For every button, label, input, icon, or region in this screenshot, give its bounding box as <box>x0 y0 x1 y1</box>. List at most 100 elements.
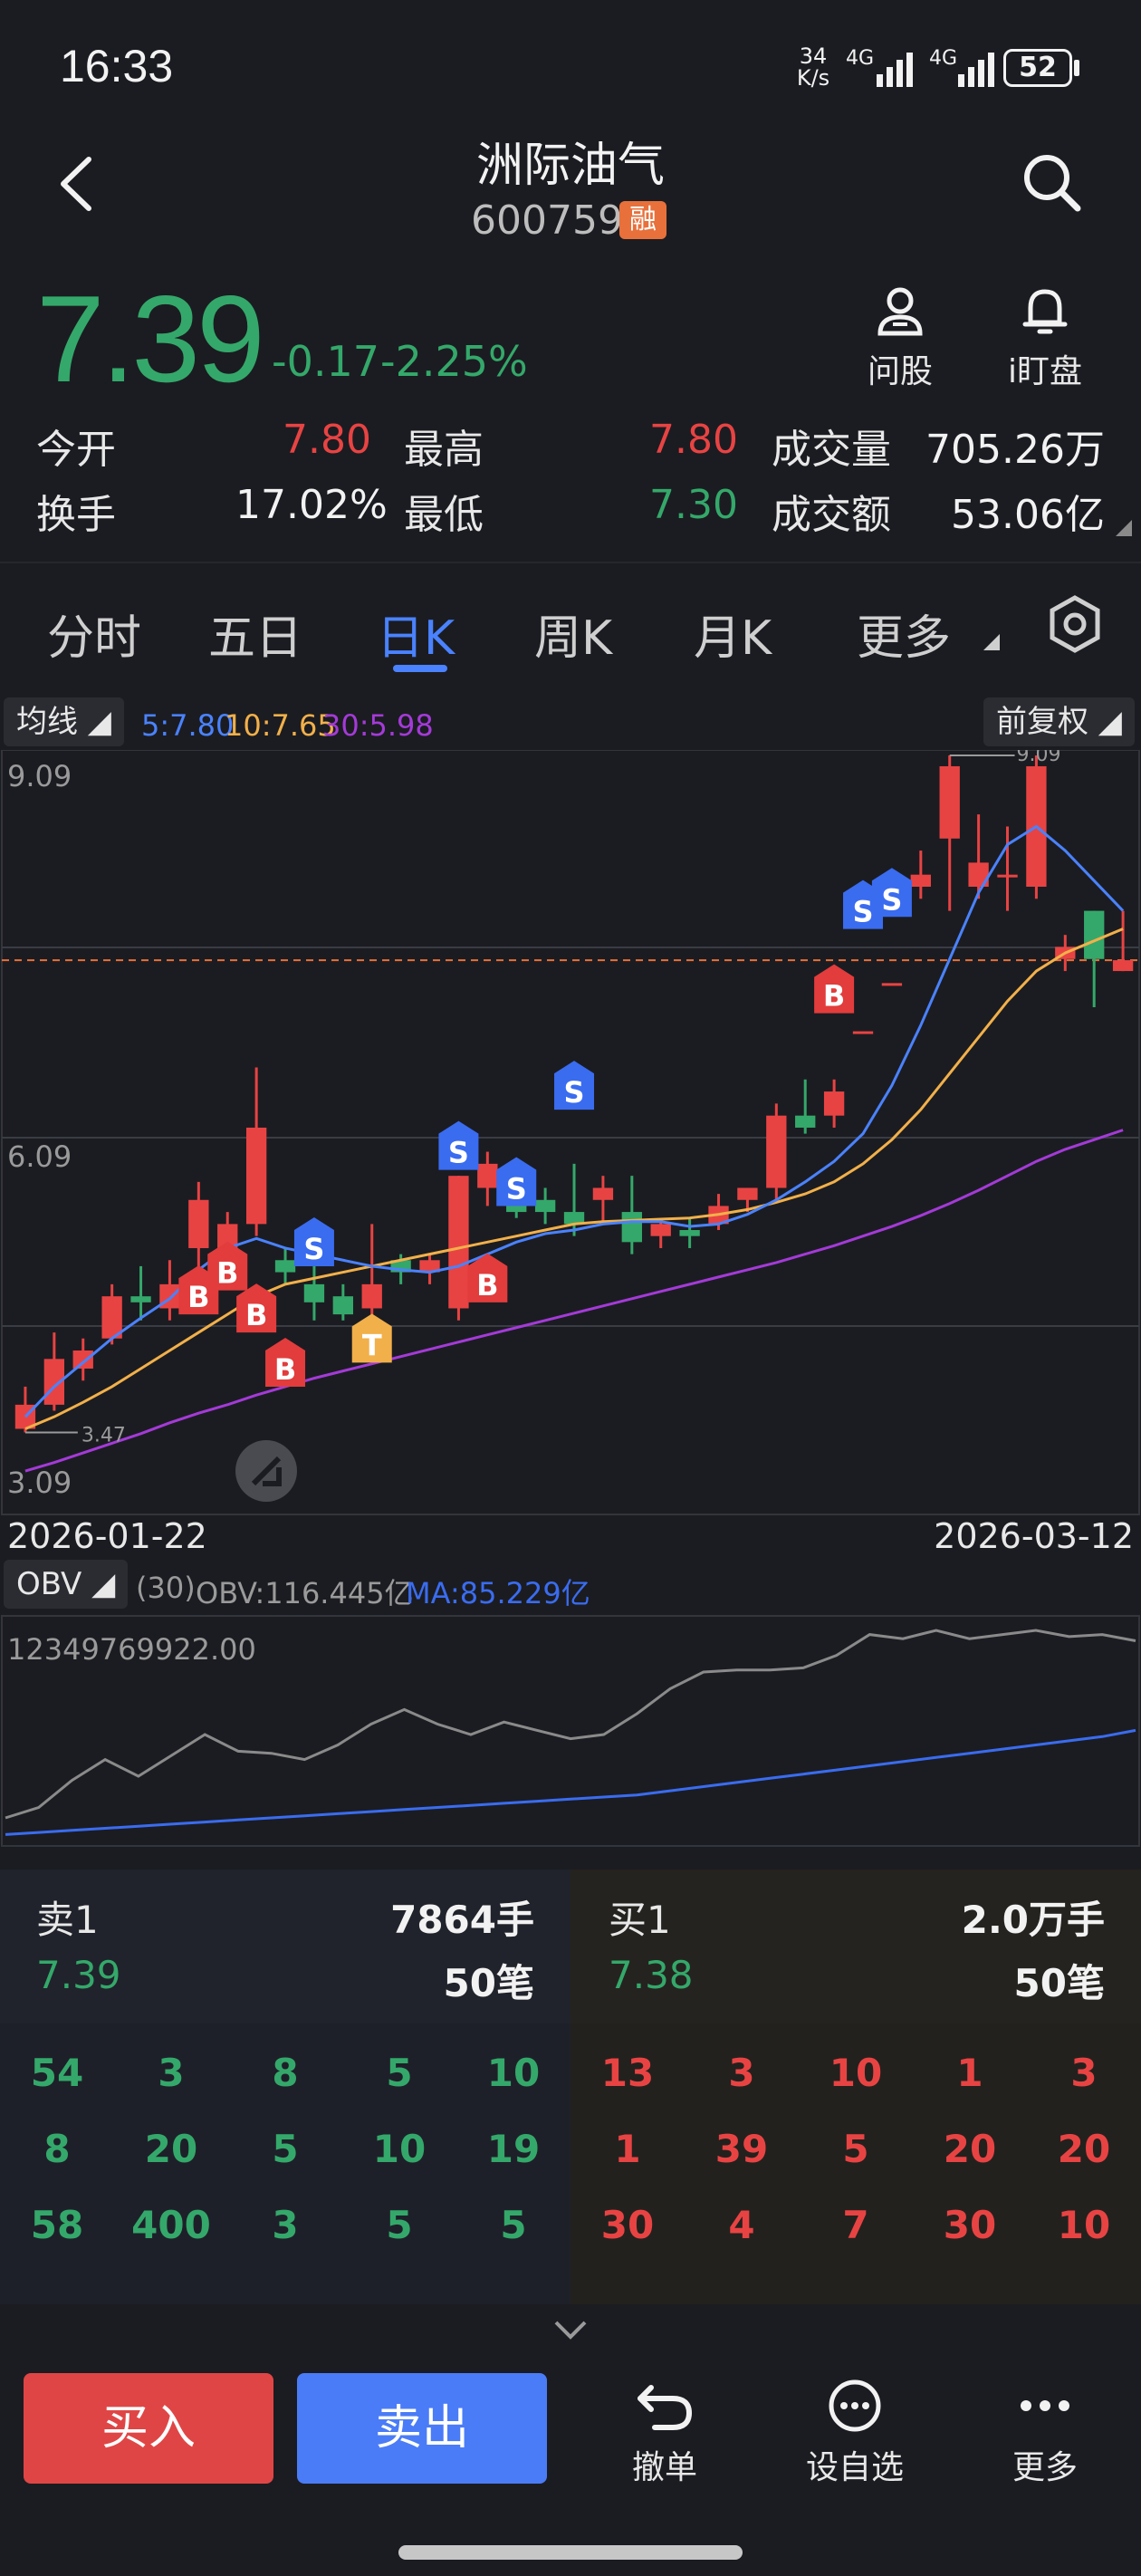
tab-more[interactable]: 更多 <box>857 611 952 666</box>
order-cell: 39 <box>714 2127 769 2171</box>
signal-letter: B <box>823 979 845 1014</box>
candle-body <box>795 1115 816 1128</box>
buy-orders-grid: 13 3 10 1 3 1 39 5 20 20 30 4 7 30 10 <box>570 2023 1141 2304</box>
buy-1-volume: 2.0万手 <box>961 1898 1105 1942</box>
expand-corner-icon[interactable] <box>1116 520 1132 536</box>
candle-body <box>245 1127 267 1225</box>
sell-button[interactable]: 卖出 <box>297 2373 547 2484</box>
tab-monthly-k[interactable]: 月K <box>694 611 772 666</box>
order-cell: 3 <box>272 2203 299 2247</box>
order-cell: 3 <box>728 2051 755 2095</box>
add-watchlist-button[interactable]: 设自选 <box>782 2379 927 2488</box>
chevron-down-icon[interactable] <box>552 2319 589 2341</box>
search-icon[interactable] <box>1020 150 1083 214</box>
signal-b-marker: B <box>467 1253 508 1302</box>
signal-bars-icon <box>877 53 913 87</box>
buy-button[interactable]: 买入 <box>24 2373 273 2484</box>
obv-legend: OBV ◢ (30) OBV:116.445亿 MA:85.229亿 <box>0 1560 1141 1614</box>
candle-body <box>274 1260 296 1273</box>
signal-label-1: 4G <box>846 47 875 70</box>
more-button[interactable]: 更多 <box>973 2379 1117 2488</box>
candle-body <box>534 1199 556 1213</box>
cancel-order-button[interactable]: 撤单 <box>592 2379 737 2488</box>
order-cell: 30 <box>943 2203 997 2247</box>
tab-weekly-k[interactable]: 周K <box>534 611 613 666</box>
order-cell: 1 <box>956 2051 983 2095</box>
signal-letter: S <box>881 882 902 917</box>
obv-frame <box>1 1615 1140 1847</box>
candle-body <box>101 1296 122 1339</box>
signal-s-marker: S <box>438 1120 479 1170</box>
signal-shape <box>207 1241 248 1291</box>
draw-tool-icon <box>251 1456 282 1486</box>
battery-icon: 52 <box>1003 49 1072 87</box>
home-indicator[interactable] <box>398 2545 743 2560</box>
chart-frame <box>1 750 1140 1515</box>
order-cell: 5 <box>386 2051 413 2095</box>
order-cell: 5 <box>500 2203 527 2247</box>
candle-body <box>881 983 903 986</box>
order-cell: 54 <box>30 2051 84 2095</box>
obv-chart: 12349769922.00 <box>1 1615 1140 1847</box>
indicator-selector[interactable]: 均线 ◢ <box>4 697 124 746</box>
sell-1-price: 7.39 <box>36 1953 121 1997</box>
signal-shape <box>351 1313 392 1363</box>
candle-body <box>621 1212 642 1243</box>
adjust-selector[interactable]: 前复权 ◢ <box>983 697 1135 746</box>
tab-intraday[interactable]: 分时 <box>47 611 142 666</box>
stat-label: 最高 <box>404 427 484 473</box>
ask-stock-button[interactable]: 问股 <box>846 283 954 392</box>
signal-letter: B <box>216 1256 238 1291</box>
candle-body <box>968 862 989 887</box>
order-cell: 5 <box>386 2203 413 2247</box>
candle-body <box>303 1283 325 1302</box>
candle-body <box>1112 960 1134 972</box>
signal-bars-icon-2 <box>958 53 994 87</box>
order-cell: 8 <box>272 2051 299 2095</box>
obv-ma-line <box>5 1728 1136 1836</box>
signal-letter: B <box>245 1298 267 1332</box>
low-marker: 3.47 <box>82 1424 126 1447</box>
order-cell: 10 <box>1057 2203 1111 2247</box>
obv-period: (30) <box>136 1571 196 1605</box>
candle-body <box>592 1187 614 1200</box>
signal-letter: S <box>303 1232 324 1266</box>
bottom-bar: 买入 卖出 撤单 设自选 更多 <box>0 2355 1141 2576</box>
stat-label: 换手 <box>36 492 116 538</box>
ma5-line <box>24 824 1125 1418</box>
signal-b-marker: B <box>265 1337 306 1387</box>
stock-name: 洲际油气 <box>475 139 665 193</box>
order-cell: 20 <box>1057 2127 1111 2171</box>
obv-ma-value: MA:85.229亿 <box>406 1576 590 1610</box>
watch-button[interactable]: i盯盘 <box>991 283 1099 392</box>
tab-five-day[interactable]: 五日 <box>208 611 303 666</box>
signal-shape <box>814 964 855 1014</box>
signal-letter: T <box>362 1328 382 1362</box>
order-cell: 19 <box>486 2127 541 2171</box>
status-bar: 16:33 34 K/s 4G 4G 52 <box>0 0 1141 136</box>
signal-letter: S <box>448 1136 469 1170</box>
back-arrow-icon[interactable] <box>51 152 105 216</box>
signal-shape <box>265 1337 306 1387</box>
start-date: 2026-01-22 <box>7 1516 207 1556</box>
y-axis-label: 9.09 <box>7 759 72 793</box>
order-cell: 3 <box>1070 2051 1098 2095</box>
sell-1-volume: 7864手 <box>390 1898 534 1942</box>
candle-body <box>217 1224 238 1248</box>
signal-s-marker: S <box>871 868 912 918</box>
obv-selector[interactable]: OBV ◢ <box>4 1560 129 1609</box>
candle-body <box>477 1163 498 1188</box>
order-cell: 30 <box>600 2203 655 2247</box>
tab-daily-k[interactable]: 日K <box>377 611 455 666</box>
order-cell: 20 <box>943 2127 997 2171</box>
signal-label-2: 4G <box>929 47 958 70</box>
candle-body <box>72 1350 93 1369</box>
settings-hexagon-icon[interactable] <box>1045 594 1105 654</box>
price-change: -0.17 <box>272 337 380 386</box>
dots-icon <box>1021 2400 1069 2411</box>
ma10-line <box>24 928 1124 1430</box>
ma30-value: 30:5.98 <box>322 708 434 743</box>
stat-label: 最低 <box>404 492 484 538</box>
signal-letter: S <box>506 1171 527 1206</box>
